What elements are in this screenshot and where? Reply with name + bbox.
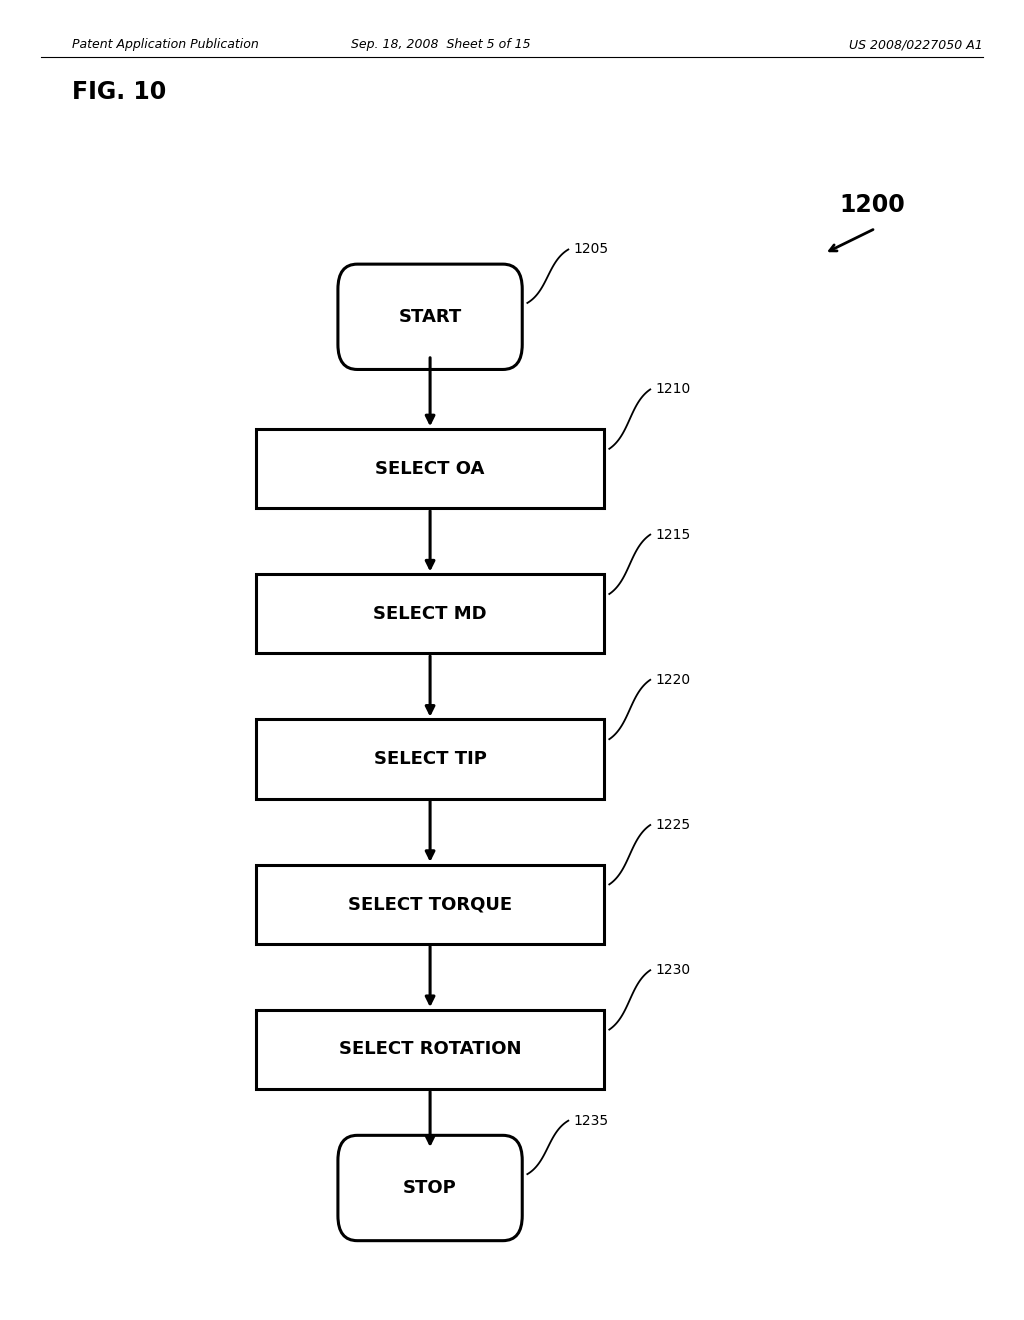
Text: 1200: 1200 xyxy=(840,193,905,216)
FancyBboxPatch shape xyxy=(256,865,604,944)
Text: 1210: 1210 xyxy=(655,383,690,396)
FancyBboxPatch shape xyxy=(256,719,604,799)
Text: SELECT MD: SELECT MD xyxy=(374,605,486,623)
FancyBboxPatch shape xyxy=(256,429,604,508)
Text: SELECT TIP: SELECT TIP xyxy=(374,750,486,768)
Text: FIG. 10: FIG. 10 xyxy=(72,81,166,104)
Text: Sep. 18, 2008  Sheet 5 of 15: Sep. 18, 2008 Sheet 5 of 15 xyxy=(350,38,530,51)
Text: 1215: 1215 xyxy=(655,528,690,541)
FancyBboxPatch shape xyxy=(338,264,522,370)
Text: SELECT TORQUE: SELECT TORQUE xyxy=(348,895,512,913)
Text: 1230: 1230 xyxy=(655,964,690,977)
Text: 1220: 1220 xyxy=(655,673,690,686)
FancyBboxPatch shape xyxy=(256,1010,604,1089)
FancyBboxPatch shape xyxy=(338,1135,522,1241)
Text: 1235: 1235 xyxy=(573,1114,608,1127)
Text: 1205: 1205 xyxy=(573,243,608,256)
Text: START: START xyxy=(398,308,462,326)
Text: Patent Application Publication: Patent Application Publication xyxy=(72,38,258,51)
Text: STOP: STOP xyxy=(403,1179,457,1197)
Text: 1225: 1225 xyxy=(655,818,690,832)
FancyBboxPatch shape xyxy=(256,574,604,653)
Text: SELECT OA: SELECT OA xyxy=(376,459,484,478)
Text: US 2008/0227050 A1: US 2008/0227050 A1 xyxy=(849,38,983,51)
Text: SELECT ROTATION: SELECT ROTATION xyxy=(339,1040,521,1059)
